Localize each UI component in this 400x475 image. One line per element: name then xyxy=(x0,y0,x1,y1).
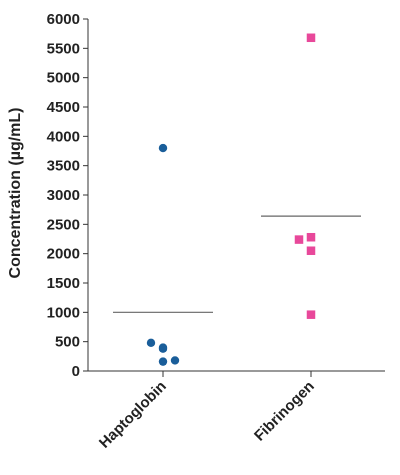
y-tick-label: 5500 xyxy=(47,40,80,57)
y-tick-label: 500 xyxy=(55,334,80,351)
data-point xyxy=(306,232,316,242)
y-tick-label: 4500 xyxy=(47,99,80,116)
y-tick-label: 3000 xyxy=(47,187,80,204)
x-category-label: Haptoglobin xyxy=(96,378,170,452)
x-axis-ticks: Haptoglobin Fibrinogen xyxy=(96,371,318,452)
data-point xyxy=(294,235,304,244)
y-tick-label: 4000 xyxy=(47,128,80,145)
data-point xyxy=(146,338,156,348)
data-point xyxy=(158,357,168,366)
data-point xyxy=(306,33,316,43)
data-point xyxy=(306,310,316,319)
data-point xyxy=(158,143,168,153)
y-tick-label: 2500 xyxy=(47,216,80,233)
y-tick-label: 1000 xyxy=(47,304,80,321)
x-category-label: Fibrinogen xyxy=(251,378,318,445)
data-points xyxy=(146,33,316,366)
y-tick-label: 3500 xyxy=(47,158,80,175)
data-point xyxy=(306,246,316,255)
data-point xyxy=(170,356,180,365)
y-tick-label: 6000 xyxy=(47,11,80,28)
y-tick-label: 5000 xyxy=(47,70,80,87)
y-tick-label: 0 xyxy=(72,363,80,380)
y-tick-label: 2000 xyxy=(47,246,80,263)
y-axis-ticks: 0 500 1000 1500 2000 2500 3000 3500 4000 4500 5000… xyxy=(47,11,88,380)
y-tick-label: 1500 xyxy=(47,275,80,292)
data-point xyxy=(158,344,168,353)
y-axis-title: Concentration (µg/mL) xyxy=(7,108,24,279)
mean-lines xyxy=(113,215,361,313)
